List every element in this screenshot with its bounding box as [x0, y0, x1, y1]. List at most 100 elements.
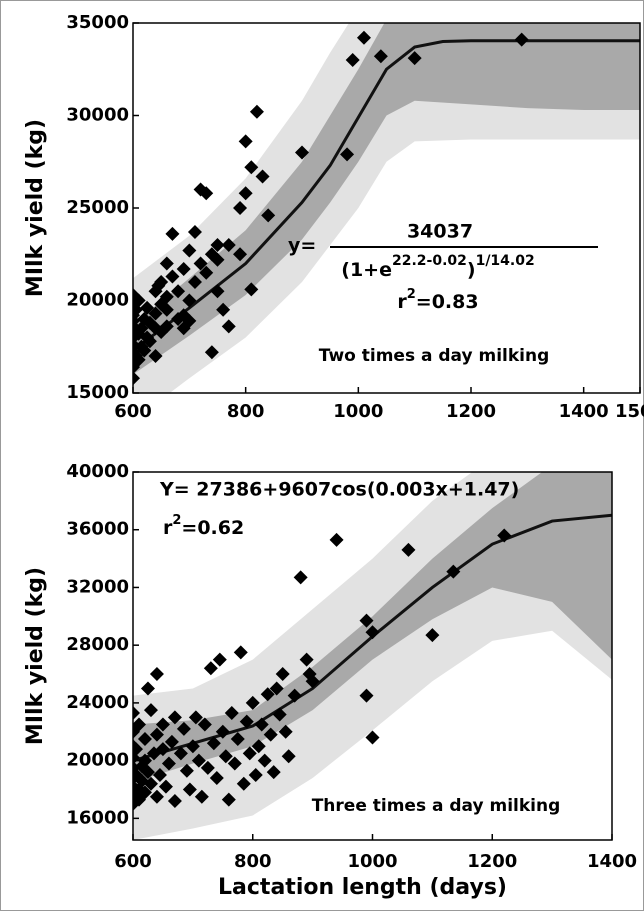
- data-point: [244, 282, 259, 297]
- y-tick-label: 25000: [66, 197, 129, 218]
- data-point: [182, 313, 197, 328]
- r-squared: r2=0.83: [397, 287, 478, 313]
- data-point: [158, 779, 173, 794]
- data-point: [359, 613, 374, 628]
- data-point: [194, 789, 209, 804]
- x-axis-label: Lactation length (days): [218, 875, 507, 900]
- r-symbol: r: [397, 291, 407, 313]
- data-point: [137, 343, 152, 358]
- data-point: [275, 667, 290, 682]
- x-tick-label: 1500: [615, 401, 644, 422]
- data-point: [133, 706, 140, 721]
- data-point: [244, 160, 259, 175]
- data-point: [148, 349, 163, 363]
- data-point: [149, 667, 164, 682]
- data-point: [176, 721, 191, 736]
- y-tick-label: 20000: [66, 750, 129, 771]
- data-point: [159, 289, 174, 304]
- data-point: [373, 49, 388, 64]
- data-point: [173, 746, 188, 761]
- data-point: [329, 532, 344, 547]
- data-point: [239, 714, 254, 729]
- data-point: [203, 661, 218, 676]
- r-symbol: r: [163, 517, 173, 539]
- data-point: [345, 53, 360, 67]
- data-point: [182, 782, 197, 797]
- data-point: [171, 284, 186, 299]
- data-point: [133, 724, 140, 739]
- x-tick-label: 600: [114, 851, 152, 872]
- y-tick-label: 36000: [66, 519, 129, 540]
- chart: 600 800 1000 1200 1400 1500 15000 20000 25000 300…: [23, 12, 644, 422]
- confidence-band: [133, 23, 640, 393]
- data-point: [133, 293, 146, 308]
- equation-denominator: (1+e22.2-0.02)1/14.02: [341, 253, 534, 281]
- data-point: [133, 782, 146, 797]
- x-tick-label: 1200: [446, 401, 496, 422]
- r-squared: r2=0.62: [163, 513, 244, 539]
- data-point: [159, 256, 174, 271]
- data-point: [133, 302, 143, 317]
- y-tick-label: 40000: [66, 461, 129, 482]
- data-point: [199, 265, 214, 280]
- data-point: [221, 792, 236, 807]
- x-tick-label: 600: [114, 401, 152, 422]
- data-point: [191, 753, 206, 768]
- annotation: Two times a day milking: [319, 346, 550, 366]
- data-point: [165, 226, 180, 241]
- data-point: [365, 730, 380, 745]
- data-point: [133, 742, 143, 757]
- data-point: [263, 727, 278, 742]
- denominator-open: (1+e: [341, 259, 392, 281]
- data-point: [133, 717, 146, 732]
- chart: 600 800 1000 1200 1400 16000 20000 24000 28000 32…: [23, 461, 637, 900]
- y-tick-label: 30000: [66, 105, 129, 126]
- equation: Y= 27386+9607cos(0.003x+1.47): [159, 479, 519, 501]
- data-point: [137, 753, 152, 768]
- data-point: [165, 269, 180, 284]
- data-point: [281, 749, 296, 764]
- data-point: [204, 345, 219, 360]
- equation-numerator: 34037: [407, 221, 473, 243]
- data-point: [238, 186, 253, 201]
- denominator-power: 1/14.02: [476, 253, 535, 269]
- y-tick-label: 16000: [66, 807, 129, 828]
- data-point: [212, 652, 227, 667]
- y-tick-label: 15000: [66, 382, 129, 403]
- charts: 600 800 1000 1200 1400 1500 15000 20000 25000 300…: [23, 12, 644, 900]
- data-point: [193, 256, 208, 271]
- data-point: [179, 763, 194, 778]
- data-point: [278, 724, 293, 739]
- data-point: [148, 306, 163, 321]
- data-point: [185, 739, 200, 754]
- data-point: [133, 326, 146, 341]
- data-point: [142, 334, 157, 349]
- data-point: [260, 687, 275, 702]
- data-point: [514, 32, 529, 47]
- data-point: [210, 252, 225, 267]
- x-tick-label: 1400: [587, 851, 637, 872]
- data-point: [233, 247, 248, 262]
- data-point: [133, 792, 146, 807]
- x-tick-label: 800: [234, 851, 272, 872]
- data-point: [230, 731, 245, 746]
- data-point: [149, 789, 164, 804]
- data-point: [133, 313, 140, 328]
- data-point: [133, 371, 140, 386]
- data-point: [238, 134, 253, 149]
- data-point: [140, 300, 155, 315]
- data-point: [182, 293, 197, 308]
- data-point: [133, 360, 140, 375]
- data-point: [242, 746, 257, 761]
- data-point: [215, 724, 230, 739]
- data-point: [257, 753, 272, 768]
- data-point: [287, 688, 302, 703]
- data-point: [365, 625, 380, 640]
- data-point: [248, 768, 263, 783]
- data-point: [233, 201, 248, 215]
- r-value: =0.83: [416, 291, 479, 313]
- data-point: [210, 238, 225, 252]
- x-tick-label: 800: [227, 401, 265, 422]
- data-point: [197, 717, 212, 732]
- data-point: [221, 238, 236, 252]
